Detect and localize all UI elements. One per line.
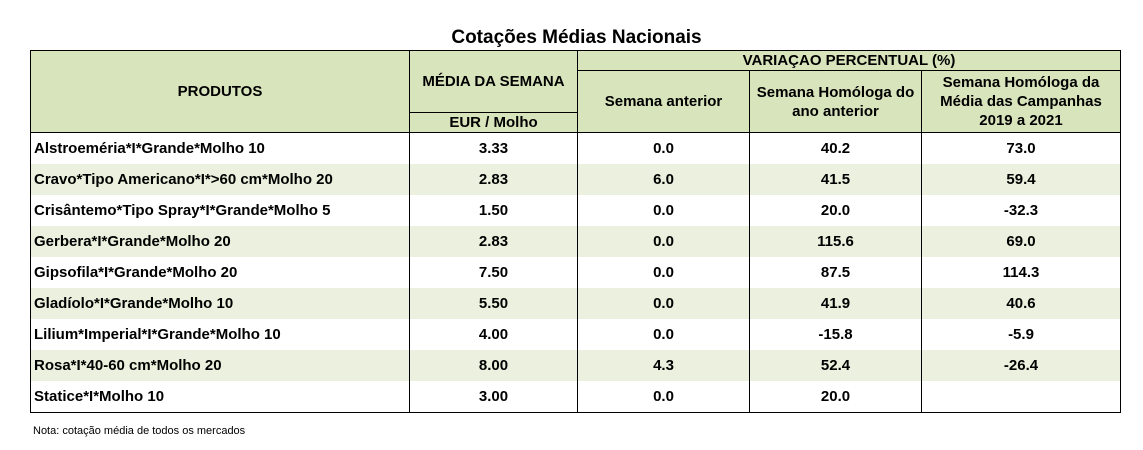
cell-campanhas: -5.9 [921, 319, 1121, 350]
cell-semana-homologa: -15.8 [749, 319, 922, 350]
cell-semana-anterior: 0.0 [577, 381, 750, 413]
cell-produto: Rosa*I*40-60 cm*Molho 20 [30, 350, 410, 381]
cell-semana-homologa: 20.0 [749, 195, 922, 226]
cell-campanhas [921, 381, 1121, 413]
cell-produto: Cravo*Tipo Americano*I*>60 cm*Molho 20 [30, 164, 410, 195]
cell-media: 3.00 [409, 381, 578, 413]
cell-semana-homologa: 52.4 [749, 350, 922, 381]
header-semana-homologa-campanhas: Semana Homóloga da Média das Campanhas 2… [921, 70, 1121, 133]
cell-semana-anterior: 4.3 [577, 350, 750, 381]
cell-produto: Alstroeméria*I*Grande*Molho 10 [30, 132, 410, 164]
cell-produto: Crisântemo*Tipo Spray*I*Grande*Molho 5 [30, 195, 410, 226]
header-semana-anterior: Semana anterior [577, 70, 750, 133]
table-row: Crisântemo*Tipo Spray*I*Grande*Molho 5 1.… [30, 195, 1121, 226]
cell-semana-anterior: 6.0 [577, 164, 750, 195]
cell-media: 2.83 [409, 164, 578, 195]
cell-produto: Gladíolo*I*Grande*Molho 10 [30, 288, 410, 319]
table-row: Gerbera*I*Grande*Molho 20 2.83 0.0 115.6 69.… [30, 226, 1121, 257]
cell-media: 8.00 [409, 350, 578, 381]
header-variacao-percentual: VARIAÇAO PERCENTUAL (%) [577, 50, 1121, 71]
table-row: Rosa*I*40-60 cm*Molho 20 8.00 4.3 52.4 -26.4 [30, 350, 1121, 381]
header-produtos: PRODUTOS [30, 50, 410, 133]
cell-semana-homologa: 41.9 [749, 288, 922, 319]
cell-semana-homologa: 20.0 [749, 381, 922, 413]
cell-media: 7.50 [409, 257, 578, 288]
cell-campanhas: 73.0 [921, 132, 1121, 164]
page-title: Cotações Médias Nacionais [451, 27, 702, 48]
cell-media: 5.50 [409, 288, 578, 319]
table-row: Alstroeméria*I*Grande*Molho 10 3.33 0.0 40.… [30, 132, 1121, 164]
cell-campanhas: -26.4 [921, 350, 1121, 381]
footnote: Nota: cotação média de todos os mercados [33, 425, 246, 437]
prices-table: PRODUTOS MÉDIA DA SEMANA VARIAÇAO PERCEN… [30, 50, 1121, 413]
table-row: Cravo*Tipo Americano*I*>60 cm*Molho 20 2.… [30, 164, 1121, 195]
cell-semana-anterior: 0.0 [577, 195, 750, 226]
cell-semana-anterior: 0.0 [577, 226, 750, 257]
cell-produto: Gipsofila*I*Grande*Molho 20 [30, 257, 410, 288]
cell-produto: Statice*I*Molho 10 [30, 381, 410, 413]
table-row: Gipsofila*I*Grande*Molho 20 7.50 0.0 87.5 11… [30, 257, 1121, 288]
header-semana-homologa: Semana Homóloga do ano anterior [749, 70, 922, 133]
cell-media: 2.83 [409, 226, 578, 257]
cell-semana-anterior: 0.0 [577, 257, 750, 288]
cell-media: 4.00 [409, 319, 578, 350]
cell-semana-anterior: 0.0 [577, 132, 750, 164]
cell-campanhas: 69.0 [921, 226, 1121, 257]
cell-media: 3.33 [409, 132, 578, 164]
cell-campanhas: -32.3 [921, 195, 1121, 226]
cell-semana-homologa: 40.2 [749, 132, 922, 164]
cell-media: 1.50 [409, 195, 578, 226]
table-body: Alstroeméria*I*Grande*Molho 10 3.33 0.0 40.… [30, 132, 1121, 413]
table-row: Gladíolo*I*Grande*Molho 10 5.50 0.0 41.9 40.… [30, 288, 1121, 319]
table-row: Lilium*Imperial*I*Grande*Molho 10 4.00 0.0… [30, 319, 1121, 350]
cell-semana-anterior: 0.0 [577, 319, 750, 350]
cell-campanhas: 114.3 [921, 257, 1121, 288]
cell-semana-homologa: 115.6 [749, 226, 922, 257]
header-unit: EUR / Molho [409, 112, 578, 133]
cell-campanhas: 40.6 [921, 288, 1121, 319]
cell-semana-homologa: 87.5 [749, 257, 922, 288]
cell-campanhas: 59.4 [921, 164, 1121, 195]
cell-produto: Lilium*Imperial*I*Grande*Molho 10 [30, 319, 410, 350]
cell-semana-anterior: 0.0 [577, 288, 750, 319]
header-media-semana: MÉDIA DA SEMANA [409, 50, 578, 113]
table-row: Statice*I*Molho 10 3.00 0.0 20.0 [30, 381, 1121, 413]
cell-produto: Gerbera*I*Grande*Molho 20 [30, 226, 410, 257]
cell-semana-homologa: 41.5 [749, 164, 922, 195]
